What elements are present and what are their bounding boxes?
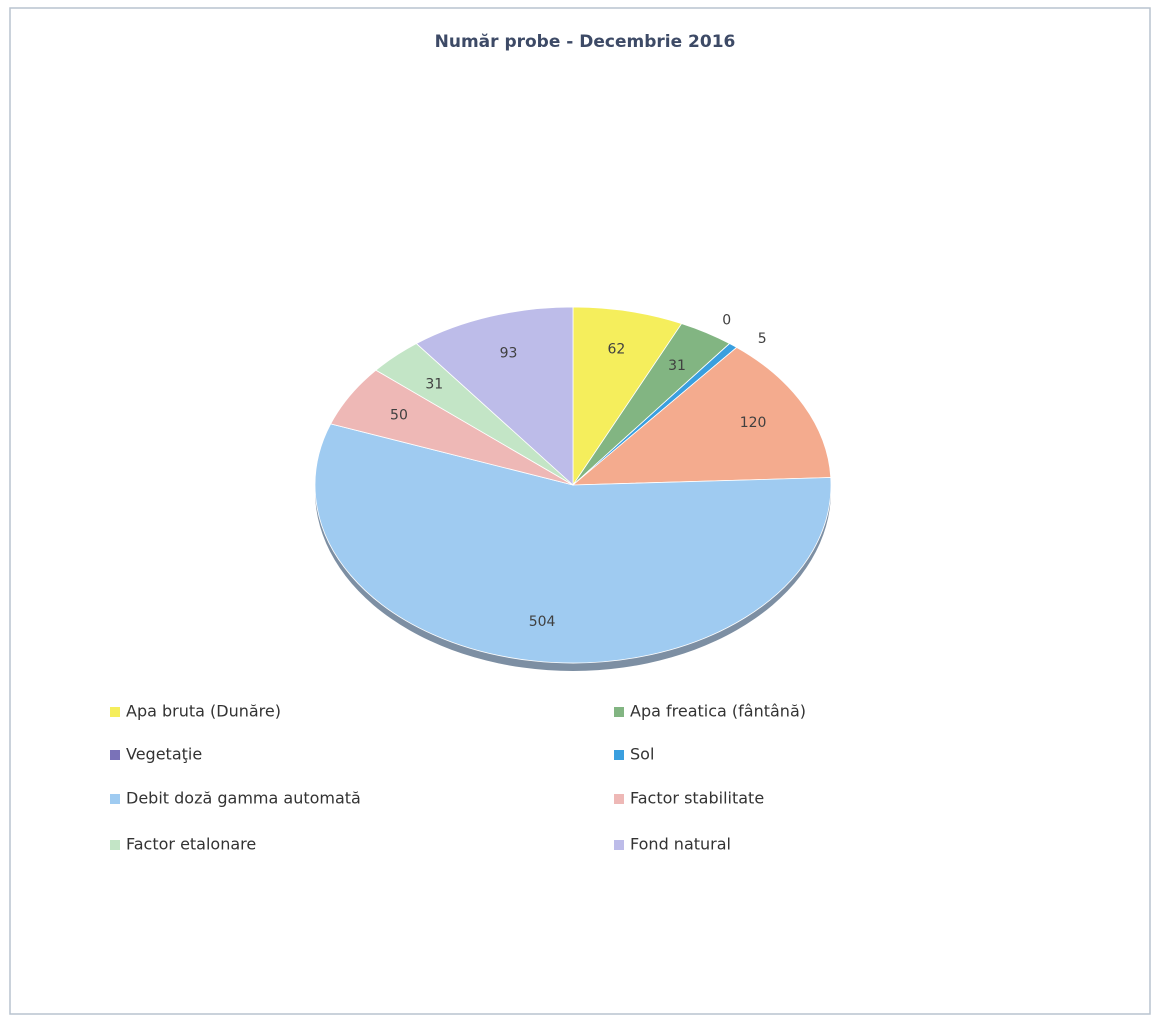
data-label: 50 [390,407,408,423]
data-label: 31 [668,358,686,374]
data-label: 120 [740,415,767,431]
data-label: 93 [500,345,518,361]
legend-marker [110,794,120,804]
legend-marker [110,840,120,850]
pie-slice [571,346,832,486]
pie-slice [415,306,574,486]
data-label: 31 [425,376,443,392]
data-label: 0 [722,312,731,328]
legend-label: Apa bruta (Dunăre) [126,702,281,721]
data-label: 62 [607,341,625,357]
pie-slice [314,423,832,664]
legend-marker [614,794,624,804]
legend-marker [614,750,624,760]
legend-label: Factor etalonare [126,835,256,854]
legend-label: Apa freatica (fântână) [630,702,806,721]
legend-label: Factor stabilitate [630,789,764,808]
chart-title: Număr probe - Decembrie 2016 [435,32,736,52]
legend-marker [614,707,624,717]
legend-label: Debit doză gamma automată [126,789,361,808]
legend-marker [614,840,624,850]
legend-label: Fond natural [630,835,731,854]
legend-label: Vegetaţie [126,745,202,764]
legend-label: Sol [630,745,654,764]
legend-marker [110,707,120,717]
pie-slice [572,306,683,487]
legend-marker [110,750,120,760]
data-label: 504 [529,614,556,630]
data-label: 5 [758,331,767,347]
